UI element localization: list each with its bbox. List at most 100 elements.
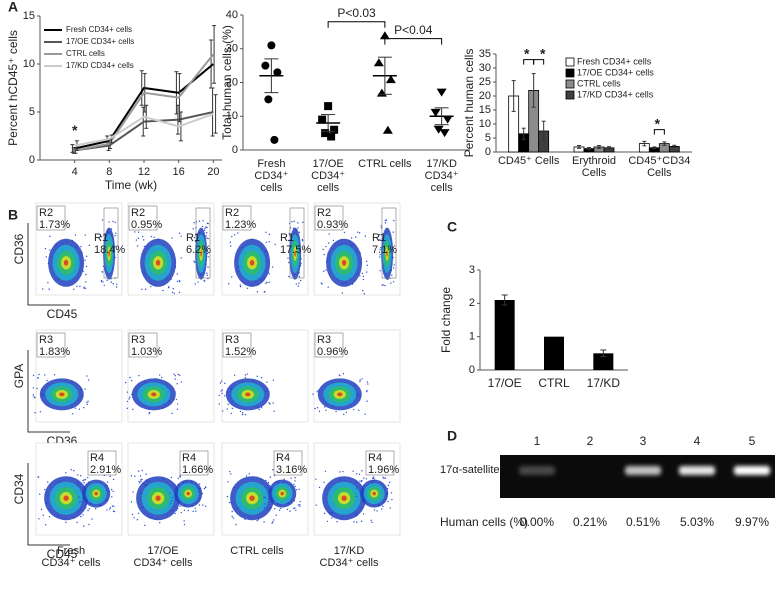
flow-dot: [268, 241, 270, 243]
flow-dot: [77, 509, 79, 512]
flow-dot: [221, 380, 223, 382]
flow-dot: [360, 479, 363, 482]
flow-dot: [84, 478, 87, 481]
gel-band: [734, 466, 770, 475]
y-tick-label: 0: [232, 144, 238, 156]
flow-dot: [106, 279, 108, 281]
flow-dot: [150, 235, 153, 238]
bar: [494, 300, 515, 370]
flow-dot: [205, 231, 208, 234]
flow-dot: [137, 470, 140, 472]
flow-density: [294, 250, 296, 257]
flow-dot: [136, 519, 139, 521]
flow-dot: [298, 282, 300, 284]
flow-dot: [142, 239, 145, 241]
flow-dot: [48, 516, 51, 518]
flow-dot: [219, 382, 222, 384]
x-tick-label: 20: [207, 166, 219, 178]
flow-dot: [32, 387, 35, 389]
flow-dot: [207, 256, 209, 258]
flow-dot: [373, 477, 375, 480]
flow-dot: [362, 278, 365, 281]
bracket: [384, 38, 443, 45]
flow-dot: [178, 291, 181, 294]
flow-dot: [343, 413, 345, 416]
flow-dot: [53, 374, 56, 376]
flow-dot: [293, 507, 295, 510]
flow-dot: [288, 261, 290, 264]
flow-dot: [239, 410, 242, 413]
flow-dot: [280, 507, 282, 510]
point: [373, 58, 384, 67]
flow-dot: [224, 395, 226, 397]
flow-dot: [183, 520, 185, 522]
flow-dot: [342, 373, 345, 375]
flow-dot: [244, 374, 247, 376]
flow-column-label: 17/OE CD34⁺ cells: [133, 545, 193, 569]
flow-dot: [378, 233, 381, 236]
flow-dot: [362, 513, 365, 515]
flow-dot: [359, 275, 361, 277]
annotation: *: [72, 122, 78, 138]
flow-dot: [168, 286, 170, 288]
flow-dot: [312, 393, 314, 395]
flow-dot: [112, 220, 114, 223]
human-cells-value: 5.03%: [680, 515, 714, 529]
x-tick-label: 8: [106, 166, 112, 178]
gel-image: [500, 455, 775, 498]
legend-label: 17/OE CD34+ cells: [577, 67, 654, 77]
flow-dot: [248, 473, 250, 475]
x-tick-label: 16: [173, 166, 185, 178]
flow-dot: [45, 524, 47, 526]
flow-column-label-box: Fresh CD34⁺ cells: [42, 545, 101, 569]
flow-dot: [230, 473, 232, 475]
flow-dot: [187, 509, 189, 512]
flow-dot: [193, 222, 195, 224]
flow-dot: [361, 378, 363, 380]
flow-dot: [231, 235, 233, 238]
flow-dot: [389, 507, 391, 509]
flow-dot: [231, 510, 233, 513]
gate: [128, 205, 158, 231]
flow-column-label-box: CTRL cells: [230, 545, 283, 557]
flow-dot: [345, 411, 348, 414]
flow-dot: [359, 507, 362, 509]
point: [261, 61, 270, 70]
flow-dot: [206, 252, 209, 255]
flow-dot: [39, 411, 42, 413]
x-tick-label: Erythroid Cells: [571, 155, 617, 179]
flow-dot: [111, 505, 114, 507]
y-tick-label: 10: [226, 110, 238, 122]
flow-dot: [229, 241, 231, 244]
flow-dot: [207, 237, 209, 240]
flow-dot: [299, 505, 301, 507]
flow-dot: [258, 408, 260, 411]
flow-dot: [323, 406, 326, 408]
flow-dot: [297, 227, 299, 229]
y-tick-label: 10: [23, 58, 35, 70]
flow-dot: [267, 486, 269, 488]
flow-dot: [206, 274, 209, 277]
flow-dot: [355, 521, 358, 523]
flow-dot: [370, 519, 372, 522]
flow-dot: [77, 474, 79, 476]
flow-density: [341, 259, 347, 266]
flow-dot: [384, 222, 387, 224]
flow-dot: [283, 478, 285, 480]
flow-dot: [299, 279, 302, 282]
flow-dot: [365, 271, 368, 273]
flow-dot: [359, 379, 361, 381]
flow-dot: [265, 282, 267, 285]
x-tick-label: 17/OE CD34⁺ cells: [311, 158, 346, 194]
flow-dot: [241, 413, 244, 416]
flow-dot: [86, 401, 88, 404]
y-tick-label: 20: [226, 76, 238, 88]
flow-dot: [297, 222, 299, 224]
gate: [365, 450, 395, 476]
flow-dot: [207, 222, 209, 225]
flow-dot: [286, 508, 289, 511]
axis-arrow: [27, 350, 70, 433]
legend-swatch: [565, 57, 575, 67]
x-tick-label: CD45⁺ Cells: [497, 155, 560, 167]
